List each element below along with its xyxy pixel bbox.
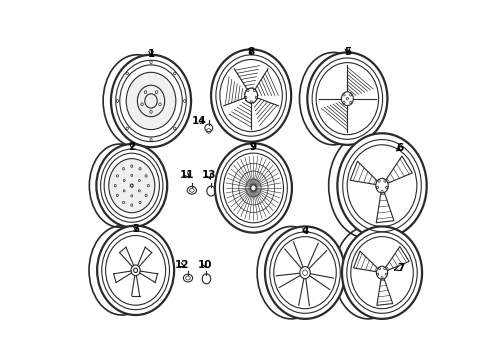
Text: 12: 12	[174, 260, 189, 270]
Ellipse shape	[111, 55, 191, 147]
Text: 7: 7	[394, 263, 405, 273]
Text: 2: 2	[128, 142, 135, 152]
Text: 10: 10	[197, 260, 212, 270]
Ellipse shape	[126, 72, 176, 130]
Text: 3: 3	[132, 224, 139, 234]
Ellipse shape	[376, 178, 388, 193]
Text: 11: 11	[180, 170, 195, 180]
Ellipse shape	[245, 88, 258, 103]
Text: 4: 4	[301, 226, 309, 237]
Text: 14: 14	[192, 116, 207, 126]
Ellipse shape	[342, 226, 422, 319]
Ellipse shape	[265, 226, 345, 319]
Text: 1: 1	[147, 49, 155, 59]
Ellipse shape	[300, 267, 310, 279]
Ellipse shape	[307, 53, 388, 145]
Ellipse shape	[376, 266, 388, 279]
Ellipse shape	[215, 143, 292, 233]
Text: 8: 8	[247, 47, 255, 57]
Ellipse shape	[109, 159, 155, 213]
Text: 13: 13	[201, 170, 216, 180]
Text: 9: 9	[250, 142, 257, 152]
Ellipse shape	[251, 185, 256, 191]
Text: 6: 6	[396, 143, 403, 153]
Ellipse shape	[342, 92, 353, 105]
Ellipse shape	[337, 133, 427, 238]
Ellipse shape	[97, 226, 174, 315]
Ellipse shape	[97, 144, 167, 227]
Text: 5: 5	[344, 47, 351, 57]
Ellipse shape	[211, 49, 291, 142]
